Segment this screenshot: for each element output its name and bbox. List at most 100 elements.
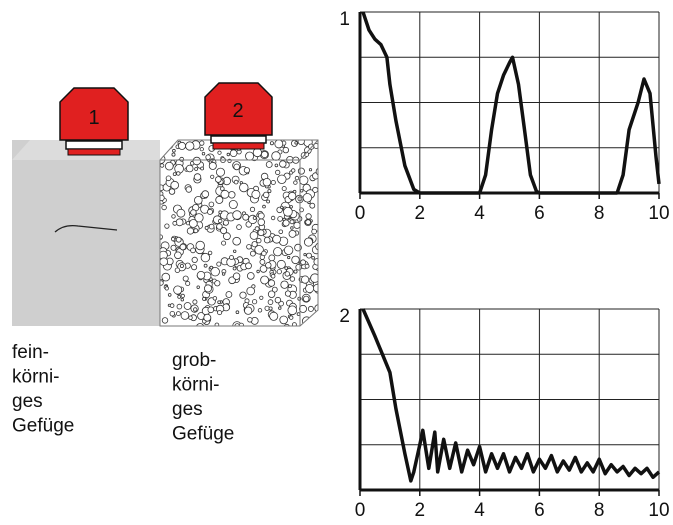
grain (232, 236, 242, 246)
grain (254, 226, 260, 232)
grain (249, 250, 256, 257)
grain (298, 304, 307, 313)
grain (229, 149, 238, 158)
grain (263, 236, 271, 244)
grain (215, 195, 224, 204)
grain (188, 219, 198, 228)
coarse-edge (299, 139, 319, 161)
grain (161, 272, 171, 282)
grain (160, 163, 165, 168)
grain (293, 180, 298, 185)
grain (169, 303, 175, 308)
grain (307, 305, 314, 312)
grain (283, 245, 294, 256)
grain (277, 174, 287, 185)
grain (215, 176, 222, 183)
grain (300, 259, 307, 266)
x-tick-label: 0 (355, 203, 366, 224)
grain (284, 271, 290, 277)
grain (310, 273, 318, 283)
grain (308, 168, 313, 172)
fine-front (12, 140, 160, 326)
grain (291, 168, 296, 173)
grain (170, 180, 180, 190)
grain (174, 251, 182, 260)
grain (269, 311, 279, 321)
grain (171, 214, 176, 219)
probe-label: 1 (88, 107, 99, 129)
grain (193, 228, 199, 234)
grain (190, 209, 197, 216)
grain (315, 167, 318, 176)
grain (311, 228, 317, 235)
grain (185, 280, 191, 286)
grain (176, 171, 181, 176)
x-tick-label: 4 (474, 500, 485, 521)
grain (161, 204, 167, 211)
grain (175, 218, 184, 227)
grain (288, 284, 292, 289)
grain (208, 161, 217, 170)
grain (271, 151, 281, 161)
grain (305, 283, 315, 293)
grain (309, 202, 316, 209)
grain (201, 190, 210, 198)
grain (177, 294, 182, 299)
grain (244, 306, 253, 315)
grain (208, 223, 215, 230)
grain (257, 229, 265, 237)
grain (283, 207, 293, 217)
grain (252, 299, 258, 305)
grain (160, 234, 164, 240)
grain (266, 199, 271, 204)
grain (190, 247, 196, 254)
grain (270, 273, 276, 279)
grain (160, 257, 168, 266)
grain (221, 272, 226, 276)
grain (303, 295, 310, 303)
grain (282, 219, 290, 227)
grain (220, 227, 228, 235)
grain (288, 229, 297, 238)
grain (249, 206, 256, 212)
grain (246, 244, 252, 250)
grain (245, 151, 255, 161)
probe-body (204, 82, 273, 136)
grain (312, 283, 318, 293)
grain (171, 152, 176, 157)
grain (257, 218, 265, 226)
x-tick-label: 2 (415, 203, 426, 224)
grain (200, 166, 205, 171)
grain (276, 259, 286, 269)
grain (207, 250, 213, 256)
material-label: Gefüge (12, 416, 74, 437)
grain (268, 306, 273, 311)
fine-block (12, 140, 160, 326)
grain (175, 236, 182, 243)
grain (225, 291, 233, 298)
grain (273, 247, 283, 257)
grain (214, 280, 221, 287)
grain (177, 141, 186, 150)
probe-base (67, 148, 121, 156)
grain (275, 169, 281, 175)
material-label: ges (12, 391, 43, 412)
grain (252, 216, 257, 220)
grain (194, 213, 204, 223)
grain (259, 295, 264, 300)
grain (232, 249, 237, 253)
grain (232, 272, 241, 280)
grain (287, 305, 298, 316)
grain (260, 275, 270, 285)
coarse-block (159, 139, 319, 327)
grain (201, 151, 206, 156)
grain (196, 271, 206, 280)
grain (222, 219, 229, 226)
grain (202, 296, 207, 301)
grain (299, 175, 309, 186)
grain (203, 284, 212, 293)
grain (196, 285, 200, 289)
grain (280, 205, 284, 210)
grain (185, 164, 194, 173)
